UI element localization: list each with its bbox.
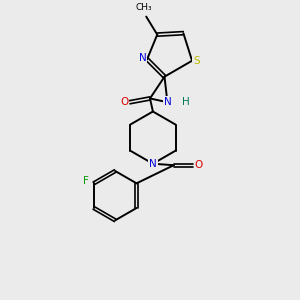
Text: F: F: [83, 176, 88, 186]
Text: O: O: [120, 97, 129, 107]
Text: N: N: [139, 53, 147, 63]
Text: N: N: [149, 159, 157, 169]
Text: CH₃: CH₃: [135, 3, 152, 12]
Text: N: N: [164, 97, 171, 107]
Text: S: S: [193, 56, 200, 66]
Text: H: H: [182, 97, 190, 107]
Text: O: O: [194, 160, 202, 170]
